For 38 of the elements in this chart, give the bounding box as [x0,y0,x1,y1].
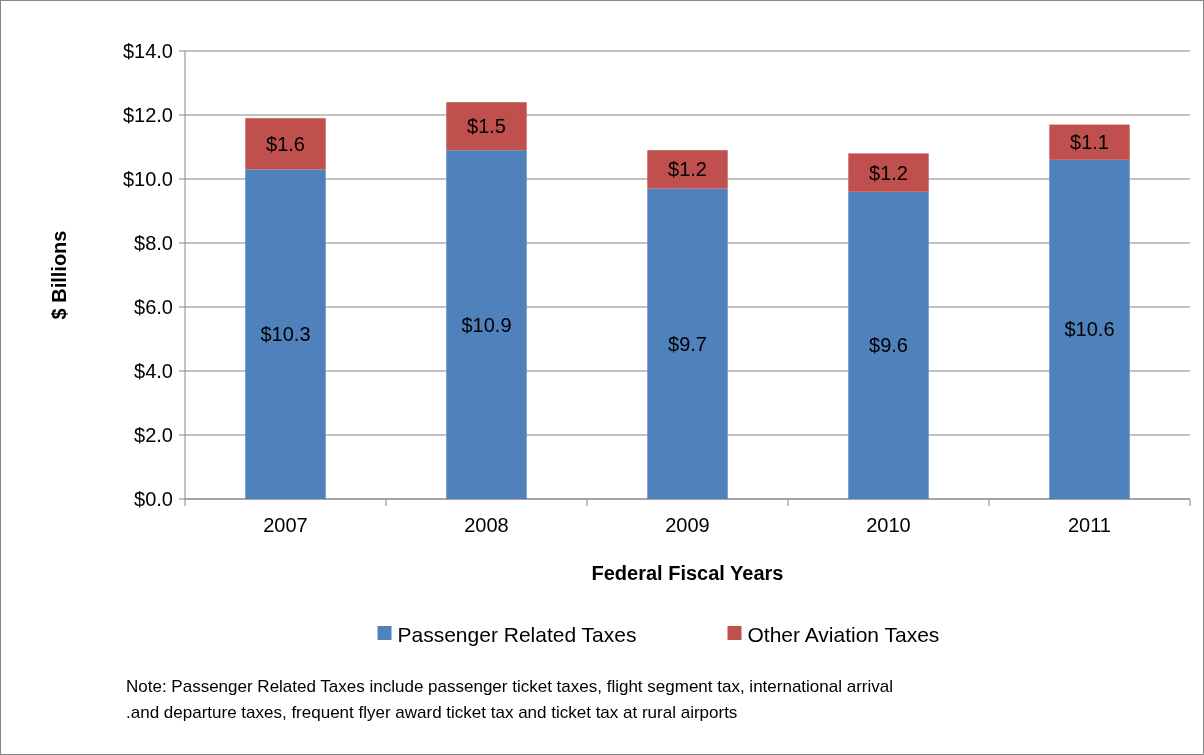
data-label: $9.6 [869,334,908,357]
y-tick-label: $8.0 [134,232,173,254]
bar [245,118,326,170]
x-tick-label: 2008 [464,514,509,536]
x-tick-label: 2010 [866,514,911,536]
y-tick-label: $10.0 [122,168,173,190]
x-tick-label: 2007 [263,514,308,536]
y-tick-label: $14.0 [122,40,173,62]
bar [446,102,527,151]
y-tick-label: $0.0 [134,488,173,510]
data-label: $1.5 [467,115,506,138]
bar [848,191,929,499]
bar [848,153,929,192]
y-tick-label: $12.0 [122,104,173,126]
data-label: $1.2 [869,161,908,184]
legend-label: Passenger Related Taxes [397,622,637,646]
data-label: $1.2 [668,158,707,181]
bar [1049,159,1130,499]
data-label: $10.3 [260,323,311,346]
data-label: $1.6 [266,132,305,155]
y-tick-label: $6.0 [134,296,173,318]
bar [1049,124,1130,160]
y-axis-title: $ Billions [48,230,70,320]
data-label: $10.6 [1064,318,1115,341]
text: Note: Passenger Related Taxes include passenger ticket taxes, flight segment tax, international arrival .and departure taxes, frequent flyer award ticket tax and ticket tax at rural airports [126,677,893,722]
bar [446,150,527,499]
bar [647,150,728,189]
data-label: $9.7 [668,332,707,355]
legend-label: Other Aviation Taxes [747,622,940,646]
data-label: $10.9 [461,313,512,336]
x-axis-title: Federal Fiscal Years [591,562,784,584]
y-tick-label: $4.0 [134,360,173,382]
x-tick-label: 2009 [665,514,710,536]
x-tick-label: 2011 [1067,514,1112,536]
data-label: $1.1 [1070,131,1109,154]
y-tick-label: $2.0 [134,424,173,446]
bar [245,169,326,499]
bar [647,188,728,499]
